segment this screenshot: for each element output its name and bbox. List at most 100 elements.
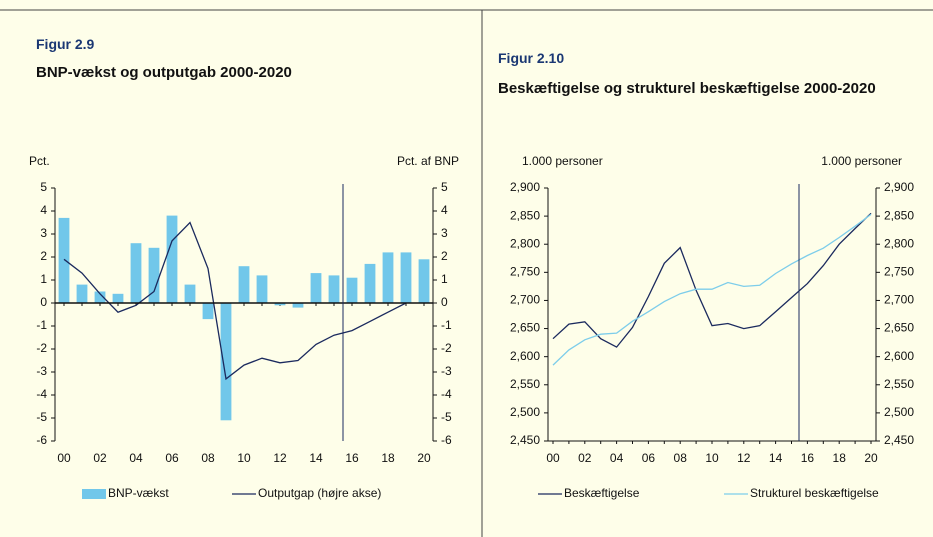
legend-label: Strukturel beskæftigelse: [750, 486, 879, 500]
y2-tick-label: 2,750: [884, 265, 914, 279]
bar: [148, 247, 160, 303]
bar: [310, 273, 322, 303]
x-tick-label: 02: [93, 451, 107, 465]
x-tick-label: 06: [642, 451, 656, 465]
y-axis-label: Pct.: [29, 154, 50, 168]
line: [552, 212, 872, 348]
bar: [94, 291, 106, 303]
y2-tick-label: 1: [441, 272, 448, 286]
legend-label: Beskæftigelse: [564, 486, 640, 500]
bar: [184, 284, 196, 303]
bar: [328, 275, 340, 303]
bar: [364, 263, 376, 303]
y-tick-label: 5: [40, 180, 47, 194]
figure-label: Figur 2.10: [498, 50, 565, 66]
legend-swatch: [82, 489, 106, 499]
legend-label: BNP-vækst: [108, 486, 169, 500]
bar: [202, 303, 214, 320]
y2-tick-label: 0: [441, 295, 448, 309]
y2-tick-label: 2,800: [884, 236, 914, 250]
y2-tick-label: 3: [441, 226, 448, 240]
y-tick-label: -2: [36, 341, 47, 355]
bar: [292, 303, 304, 308]
bar: [112, 293, 124, 303]
bar: [256, 275, 268, 303]
x-tick-label: 20: [864, 451, 878, 465]
legend-label: Outputgap (højre akse): [258, 486, 381, 500]
bar: [418, 259, 430, 303]
x-tick-label: 08: [674, 451, 688, 465]
x-tick-label: 04: [610, 451, 624, 465]
chart-title: BNP-vækst og outputgab 2000-2020: [36, 64, 292, 81]
y-tick-label: -1: [36, 318, 47, 332]
x-tick-label: 10: [705, 451, 719, 465]
y2-tick-label: -2: [441, 341, 452, 355]
bar: [346, 277, 358, 303]
y-tick-label: 2,700: [510, 293, 540, 307]
x-tick-label: 08: [201, 451, 215, 465]
x-tick-label: 12: [737, 451, 751, 465]
y-tick-label: 2,900: [510, 180, 540, 194]
y2-tick-label: 4: [441, 203, 448, 217]
bar: [238, 266, 250, 303]
figure-label: Figur 2.9: [36, 36, 95, 52]
bar: [220, 303, 232, 421]
y2-tick-label: -3: [441, 364, 452, 378]
line: [63, 221, 407, 381]
y2-axis-label: 1.000 personer: [821, 154, 902, 168]
y-tick-label: -3: [36, 364, 47, 378]
y-tick-label: 3: [40, 226, 47, 240]
y-tick-label: 2,450: [510, 433, 540, 447]
x-tick-label: 16: [801, 451, 815, 465]
y-tick-label: 2,750: [510, 265, 540, 279]
x-tick-label: 00: [546, 451, 560, 465]
x-tick-label: 18: [381, 451, 395, 465]
y-tick-label: 4: [40, 203, 47, 217]
y-tick-label: 1: [40, 272, 47, 286]
x-tick-label: 12: [273, 451, 287, 465]
bar: [400, 252, 412, 303]
y2-tick-label: 2,700: [884, 293, 914, 307]
chart-title: Beskæftigelse og strukturel beskæftigels…: [498, 80, 876, 97]
y2-tick-label: 2: [441, 249, 448, 263]
y-tick-label: -6: [36, 433, 47, 447]
y-tick-label: 0: [40, 295, 47, 309]
y-tick-label: 2,600: [510, 349, 540, 363]
y2-tick-label: -1: [441, 318, 452, 332]
y2-tick-label: -6: [441, 433, 452, 447]
y2-tick-label: 2,900: [884, 180, 914, 194]
y2-tick-label: 2,500: [884, 405, 914, 419]
x-tick-label: 06: [165, 451, 179, 465]
y2-tick-label: -4: [441, 387, 452, 401]
y-tick-label: -5: [36, 410, 47, 424]
x-tick-label: 14: [309, 451, 323, 465]
y-tick-label: -4: [36, 387, 47, 401]
line: [552, 213, 872, 366]
y-tick-label: 2,550: [510, 377, 540, 391]
y2-tick-label: 2,650: [884, 321, 914, 335]
bar: [382, 252, 394, 303]
bar: [130, 243, 142, 303]
y2-tick-label: 5: [441, 180, 448, 194]
y2-axis-label: Pct. af BNP: [397, 154, 459, 168]
x-tick-label: 18: [833, 451, 847, 465]
bar: [274, 303, 286, 306]
x-tick-label: 10: [237, 451, 251, 465]
y2-tick-label: 2,600: [884, 349, 914, 363]
y-tick-label: 2,650: [510, 321, 540, 335]
x-tick-label: 00: [57, 451, 71, 465]
y2-tick-label: 2,550: [884, 377, 914, 391]
bar: [166, 215, 178, 303]
x-tick-label: 02: [578, 451, 592, 465]
y-tick-label: 2,500: [510, 405, 540, 419]
x-tick-label: 14: [769, 451, 783, 465]
y-tick-label: 2: [40, 249, 47, 263]
x-tick-label: 16: [345, 451, 359, 465]
y2-tick-label: -5: [441, 410, 452, 424]
y-tick-label: 2,850: [510, 208, 540, 222]
y-tick-label: 2,800: [510, 236, 540, 250]
bar: [58, 217, 70, 303]
x-tick-label: 04: [129, 451, 143, 465]
